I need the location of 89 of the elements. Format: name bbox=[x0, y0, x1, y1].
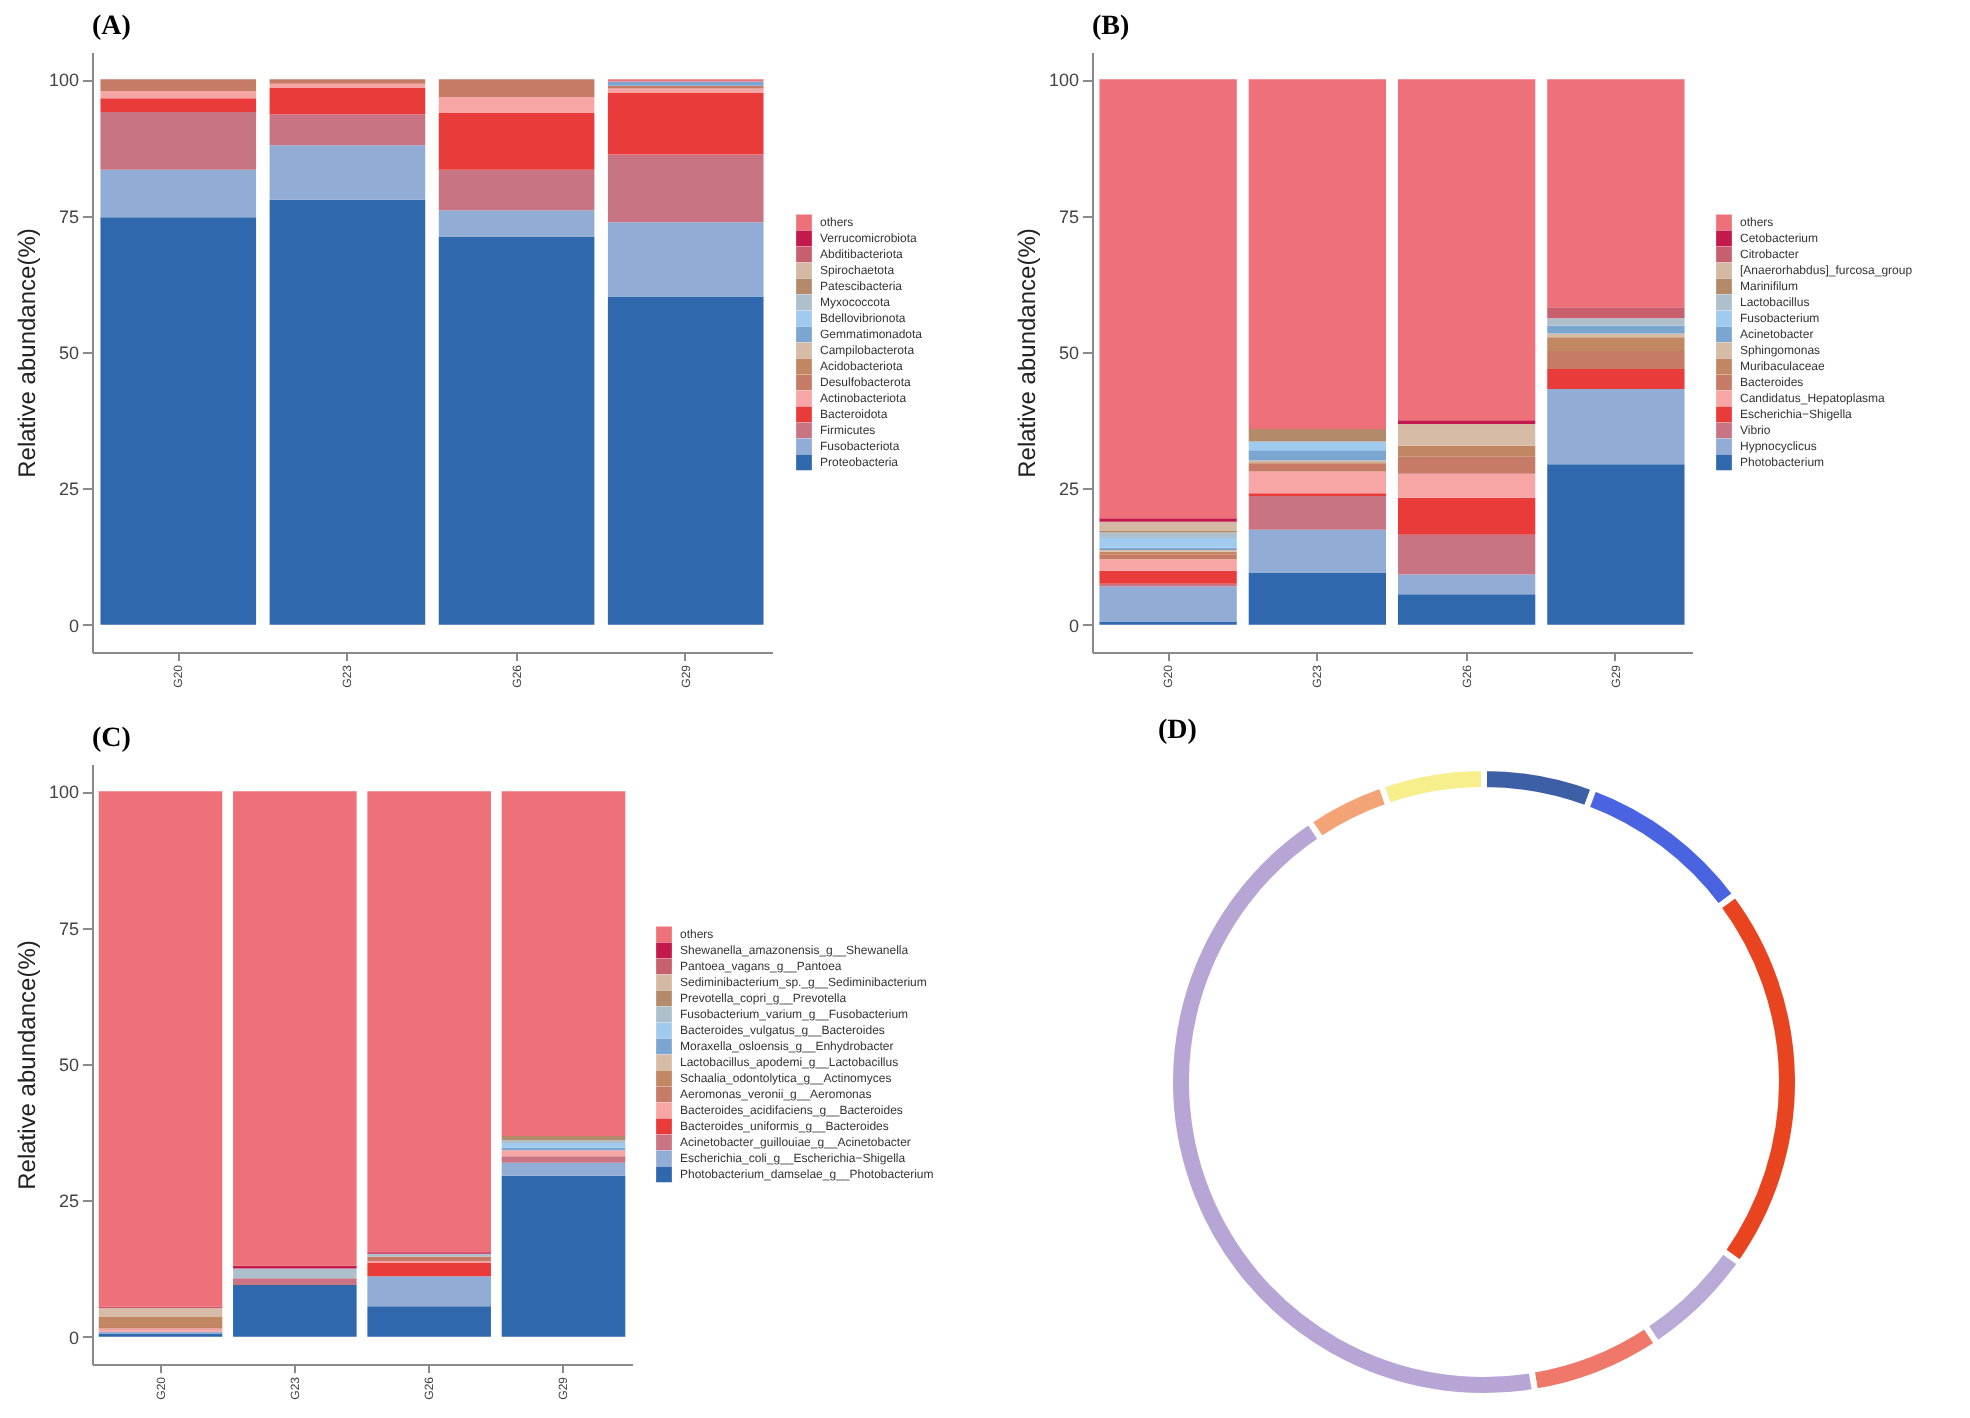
bar bbox=[1248, 463, 1387, 472]
bar bbox=[1099, 554, 1237, 560]
bar bbox=[1099, 559, 1237, 571]
y-axis-title: Relative abundance(%) bbox=[1012, 228, 1041, 478]
bar bbox=[367, 791, 491, 1253]
y-tick-label: 0 bbox=[1068, 615, 1079, 636]
bar bbox=[233, 1268, 357, 1279]
bar bbox=[1099, 521, 1237, 531]
bar bbox=[100, 79, 257, 92]
bar bbox=[1248, 450, 1387, 461]
bar bbox=[1547, 389, 1685, 465]
y-tick-label: 25 bbox=[58, 1191, 79, 1212]
bar bbox=[1397, 428, 1536, 446]
bar bbox=[1248, 572, 1387, 625]
bar bbox=[607, 92, 764, 155]
y-tick-label: 0 bbox=[68, 615, 79, 636]
bar bbox=[1397, 594, 1536, 625]
bar bbox=[100, 169, 257, 218]
y-tick-label: 75 bbox=[58, 206, 79, 227]
bar bbox=[501, 1175, 626, 1337]
y-tick-label: 75 bbox=[1058, 206, 1079, 227]
bar bbox=[1099, 570, 1237, 584]
bar bbox=[1248, 471, 1387, 494]
bar bbox=[501, 1150, 626, 1157]
y-tick-label: 50 bbox=[1058, 343, 1079, 363]
y-tick-label: 100 bbox=[48, 70, 79, 91]
bar bbox=[269, 114, 426, 146]
bar bbox=[98, 1317, 223, 1327]
bar bbox=[1397, 534, 1536, 575]
bar bbox=[98, 791, 223, 1307]
bar bbox=[607, 296, 764, 625]
bar bbox=[501, 1156, 626, 1163]
bar bbox=[1099, 532, 1237, 538]
bar bbox=[438, 210, 595, 237]
bar bbox=[1397, 574, 1536, 595]
chart-title: (D) bbox=[1158, 716, 1198, 746]
bar bbox=[100, 91, 257, 99]
bar bbox=[367, 1262, 491, 1277]
y-tick-label: 25 bbox=[1058, 479, 1079, 500]
bar bbox=[269, 88, 426, 115]
bar bbox=[367, 1276, 491, 1307]
bar bbox=[501, 1162, 626, 1176]
bar bbox=[1397, 79, 1536, 421]
bar bbox=[1248, 441, 1387, 451]
bar bbox=[1547, 464, 1685, 625]
y-axis-title: Relative abundance(%) bbox=[12, 940, 41, 1190]
bar bbox=[438, 113, 595, 170]
bar bbox=[1248, 529, 1387, 573]
bar bbox=[438, 169, 595, 211]
bar bbox=[1099, 538, 1237, 548]
bar bbox=[1397, 497, 1536, 535]
bar bbox=[100, 217, 257, 625]
bar bbox=[438, 236, 595, 625]
bar bbox=[1248, 79, 1387, 429]
bar bbox=[1099, 79, 1237, 519]
y-tick-label: 0 bbox=[68, 1327, 79, 1348]
bar bbox=[1248, 428, 1387, 442]
bar bbox=[607, 222, 764, 297]
y-tick-label: 75 bbox=[58, 918, 79, 939]
bar bbox=[100, 112, 257, 170]
chart-title: (A) bbox=[92, 12, 132, 42]
bar bbox=[1547, 368, 1685, 390]
y-tick-label: 100 bbox=[1048, 70, 1079, 91]
bar bbox=[233, 1284, 357, 1337]
bar bbox=[269, 199, 426, 625]
chart-title: (C) bbox=[92, 724, 132, 754]
bar bbox=[438, 97, 595, 114]
bar bbox=[1547, 79, 1685, 308]
bar bbox=[1397, 473, 1536, 498]
bar bbox=[1547, 318, 1685, 326]
bar bbox=[100, 98, 257, 112]
bar bbox=[98, 1307, 223, 1318]
bar bbox=[1547, 307, 1685, 319]
bar bbox=[233, 1278, 357, 1285]
bar bbox=[1099, 586, 1237, 622]
bar bbox=[438, 79, 595, 98]
y-tick-label: 50 bbox=[58, 343, 79, 363]
bar bbox=[501, 791, 626, 1136]
bar bbox=[233, 791, 357, 1266]
y-tick-label: 50 bbox=[58, 1055, 79, 1075]
chart-title: (B) bbox=[1092, 12, 1130, 42]
bar bbox=[269, 145, 426, 200]
bar bbox=[1248, 496, 1387, 530]
bar bbox=[367, 1306, 491, 1337]
bar bbox=[1547, 325, 1685, 334]
y-tick-label: 100 bbox=[48, 782, 79, 803]
y-axis-title: Relative abundance(%) bbox=[12, 228, 41, 478]
y-tick-label: 25 bbox=[58, 479, 79, 500]
bar bbox=[607, 154, 764, 223]
